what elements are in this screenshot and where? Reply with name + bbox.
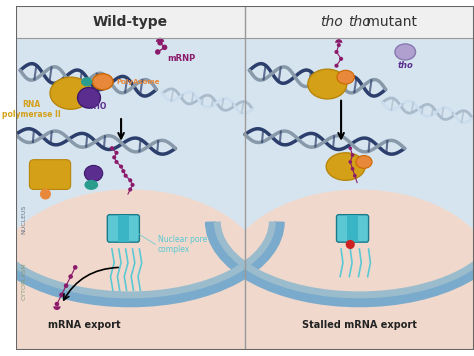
Ellipse shape — [81, 77, 92, 87]
Circle shape — [348, 160, 352, 164]
FancyBboxPatch shape — [245, 6, 474, 38]
FancyBboxPatch shape — [118, 215, 129, 242]
Ellipse shape — [78, 88, 100, 108]
Ellipse shape — [337, 70, 355, 84]
Circle shape — [121, 169, 126, 173]
Wedge shape — [156, 38, 164, 42]
Circle shape — [119, 164, 123, 169]
Text: mRNA export: mRNA export — [48, 320, 121, 330]
Circle shape — [73, 265, 78, 269]
Circle shape — [346, 240, 355, 249]
Ellipse shape — [395, 44, 416, 60]
Text: tho: tho — [397, 61, 413, 70]
Circle shape — [157, 40, 163, 46]
Ellipse shape — [84, 180, 98, 190]
Circle shape — [156, 50, 160, 54]
FancyBboxPatch shape — [347, 215, 358, 242]
Ellipse shape — [356, 156, 372, 168]
Ellipse shape — [0, 189, 268, 356]
Circle shape — [40, 189, 51, 200]
Text: tho: tho — [348, 15, 371, 29]
Circle shape — [114, 151, 118, 155]
Text: PolyAsome: PolyAsome — [117, 79, 160, 85]
Text: CYTOPLASM: CYTOPLASM — [21, 262, 26, 300]
Circle shape — [335, 50, 338, 54]
Circle shape — [110, 146, 114, 150]
Ellipse shape — [222, 189, 474, 356]
Ellipse shape — [84, 166, 103, 182]
Text: RNA
polymerase II: RNA polymerase II — [2, 100, 61, 119]
Text: Wild-type: Wild-type — [93, 15, 168, 29]
Circle shape — [59, 293, 64, 297]
Circle shape — [335, 64, 338, 68]
Circle shape — [128, 178, 132, 182]
Circle shape — [128, 187, 132, 192]
Circle shape — [351, 153, 355, 157]
Text: mRNP: mRNP — [167, 54, 195, 63]
Circle shape — [337, 43, 341, 47]
Text: NUCLEUS: NUCLEUS — [21, 205, 26, 234]
Circle shape — [348, 146, 352, 150]
FancyBboxPatch shape — [16, 6, 245, 350]
FancyBboxPatch shape — [29, 160, 71, 189]
Circle shape — [351, 167, 355, 171]
Text: tho: tho — [320, 15, 343, 29]
Circle shape — [124, 174, 128, 178]
Circle shape — [353, 174, 356, 178]
Circle shape — [155, 49, 161, 55]
FancyBboxPatch shape — [337, 215, 369, 242]
Circle shape — [339, 57, 343, 61]
Ellipse shape — [326, 153, 365, 180]
Circle shape — [130, 183, 135, 187]
Circle shape — [162, 44, 167, 50]
Text: Stalled mRNA export: Stalled mRNA export — [302, 320, 417, 330]
Circle shape — [64, 283, 68, 288]
FancyBboxPatch shape — [107, 215, 139, 242]
Circle shape — [112, 155, 116, 159]
Text: mutant: mutant — [362, 15, 417, 29]
FancyBboxPatch shape — [245, 235, 474, 350]
Text: THO: THO — [89, 103, 107, 111]
FancyBboxPatch shape — [245, 6, 474, 350]
Wedge shape — [335, 39, 342, 43]
Wedge shape — [53, 306, 61, 310]
Circle shape — [55, 302, 59, 306]
Text: Nuclear pore
complex: Nuclear pore complex — [158, 235, 207, 254]
Circle shape — [114, 160, 118, 164]
Ellipse shape — [50, 77, 91, 109]
Ellipse shape — [92, 74, 113, 90]
Ellipse shape — [308, 69, 347, 99]
FancyBboxPatch shape — [16, 6, 245, 38]
FancyBboxPatch shape — [16, 235, 245, 350]
Circle shape — [68, 274, 73, 279]
